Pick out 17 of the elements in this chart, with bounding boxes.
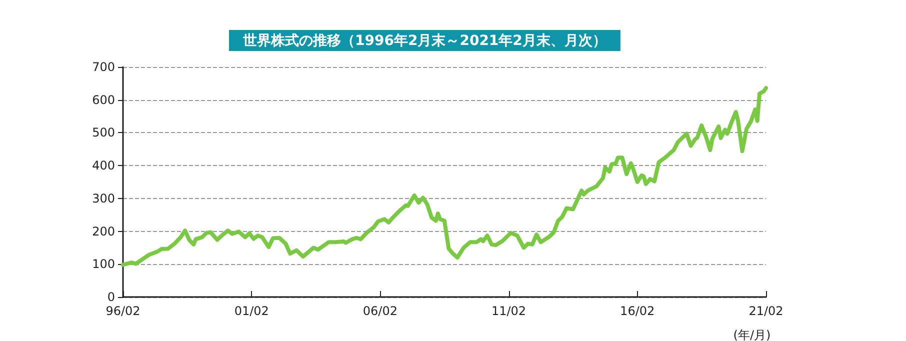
y-tick-label: 200 bbox=[92, 224, 115, 238]
x-tick-label: 16/02 bbox=[620, 304, 655, 318]
x-tick-label: 06/02 bbox=[362, 304, 398, 318]
y-tick-label: 700 bbox=[92, 60, 115, 74]
chart-title: 世界株式の推移（1996年2月末～2021年2月末、月次） bbox=[242, 33, 606, 49]
x-tick-label: 11/02 bbox=[491, 304, 526, 318]
line-series bbox=[121, 86, 768, 267]
y-tick-label: 600 bbox=[92, 92, 115, 107]
y-tick-label: 0 bbox=[107, 290, 115, 304]
y-tick-label: 300 bbox=[92, 191, 115, 206]
x-tick-label: 01/02 bbox=[234, 304, 269, 318]
y-tick-label: 100 bbox=[92, 257, 115, 272]
y-tick-label: 500 bbox=[92, 126, 115, 140]
x-tick-label: 21/02 bbox=[748, 304, 784, 318]
x-tick-label: 96/02 bbox=[106, 304, 140, 318]
y-tick-label: 400 bbox=[92, 158, 115, 173]
x-axis-title: (年/月) bbox=[733, 328, 771, 341]
